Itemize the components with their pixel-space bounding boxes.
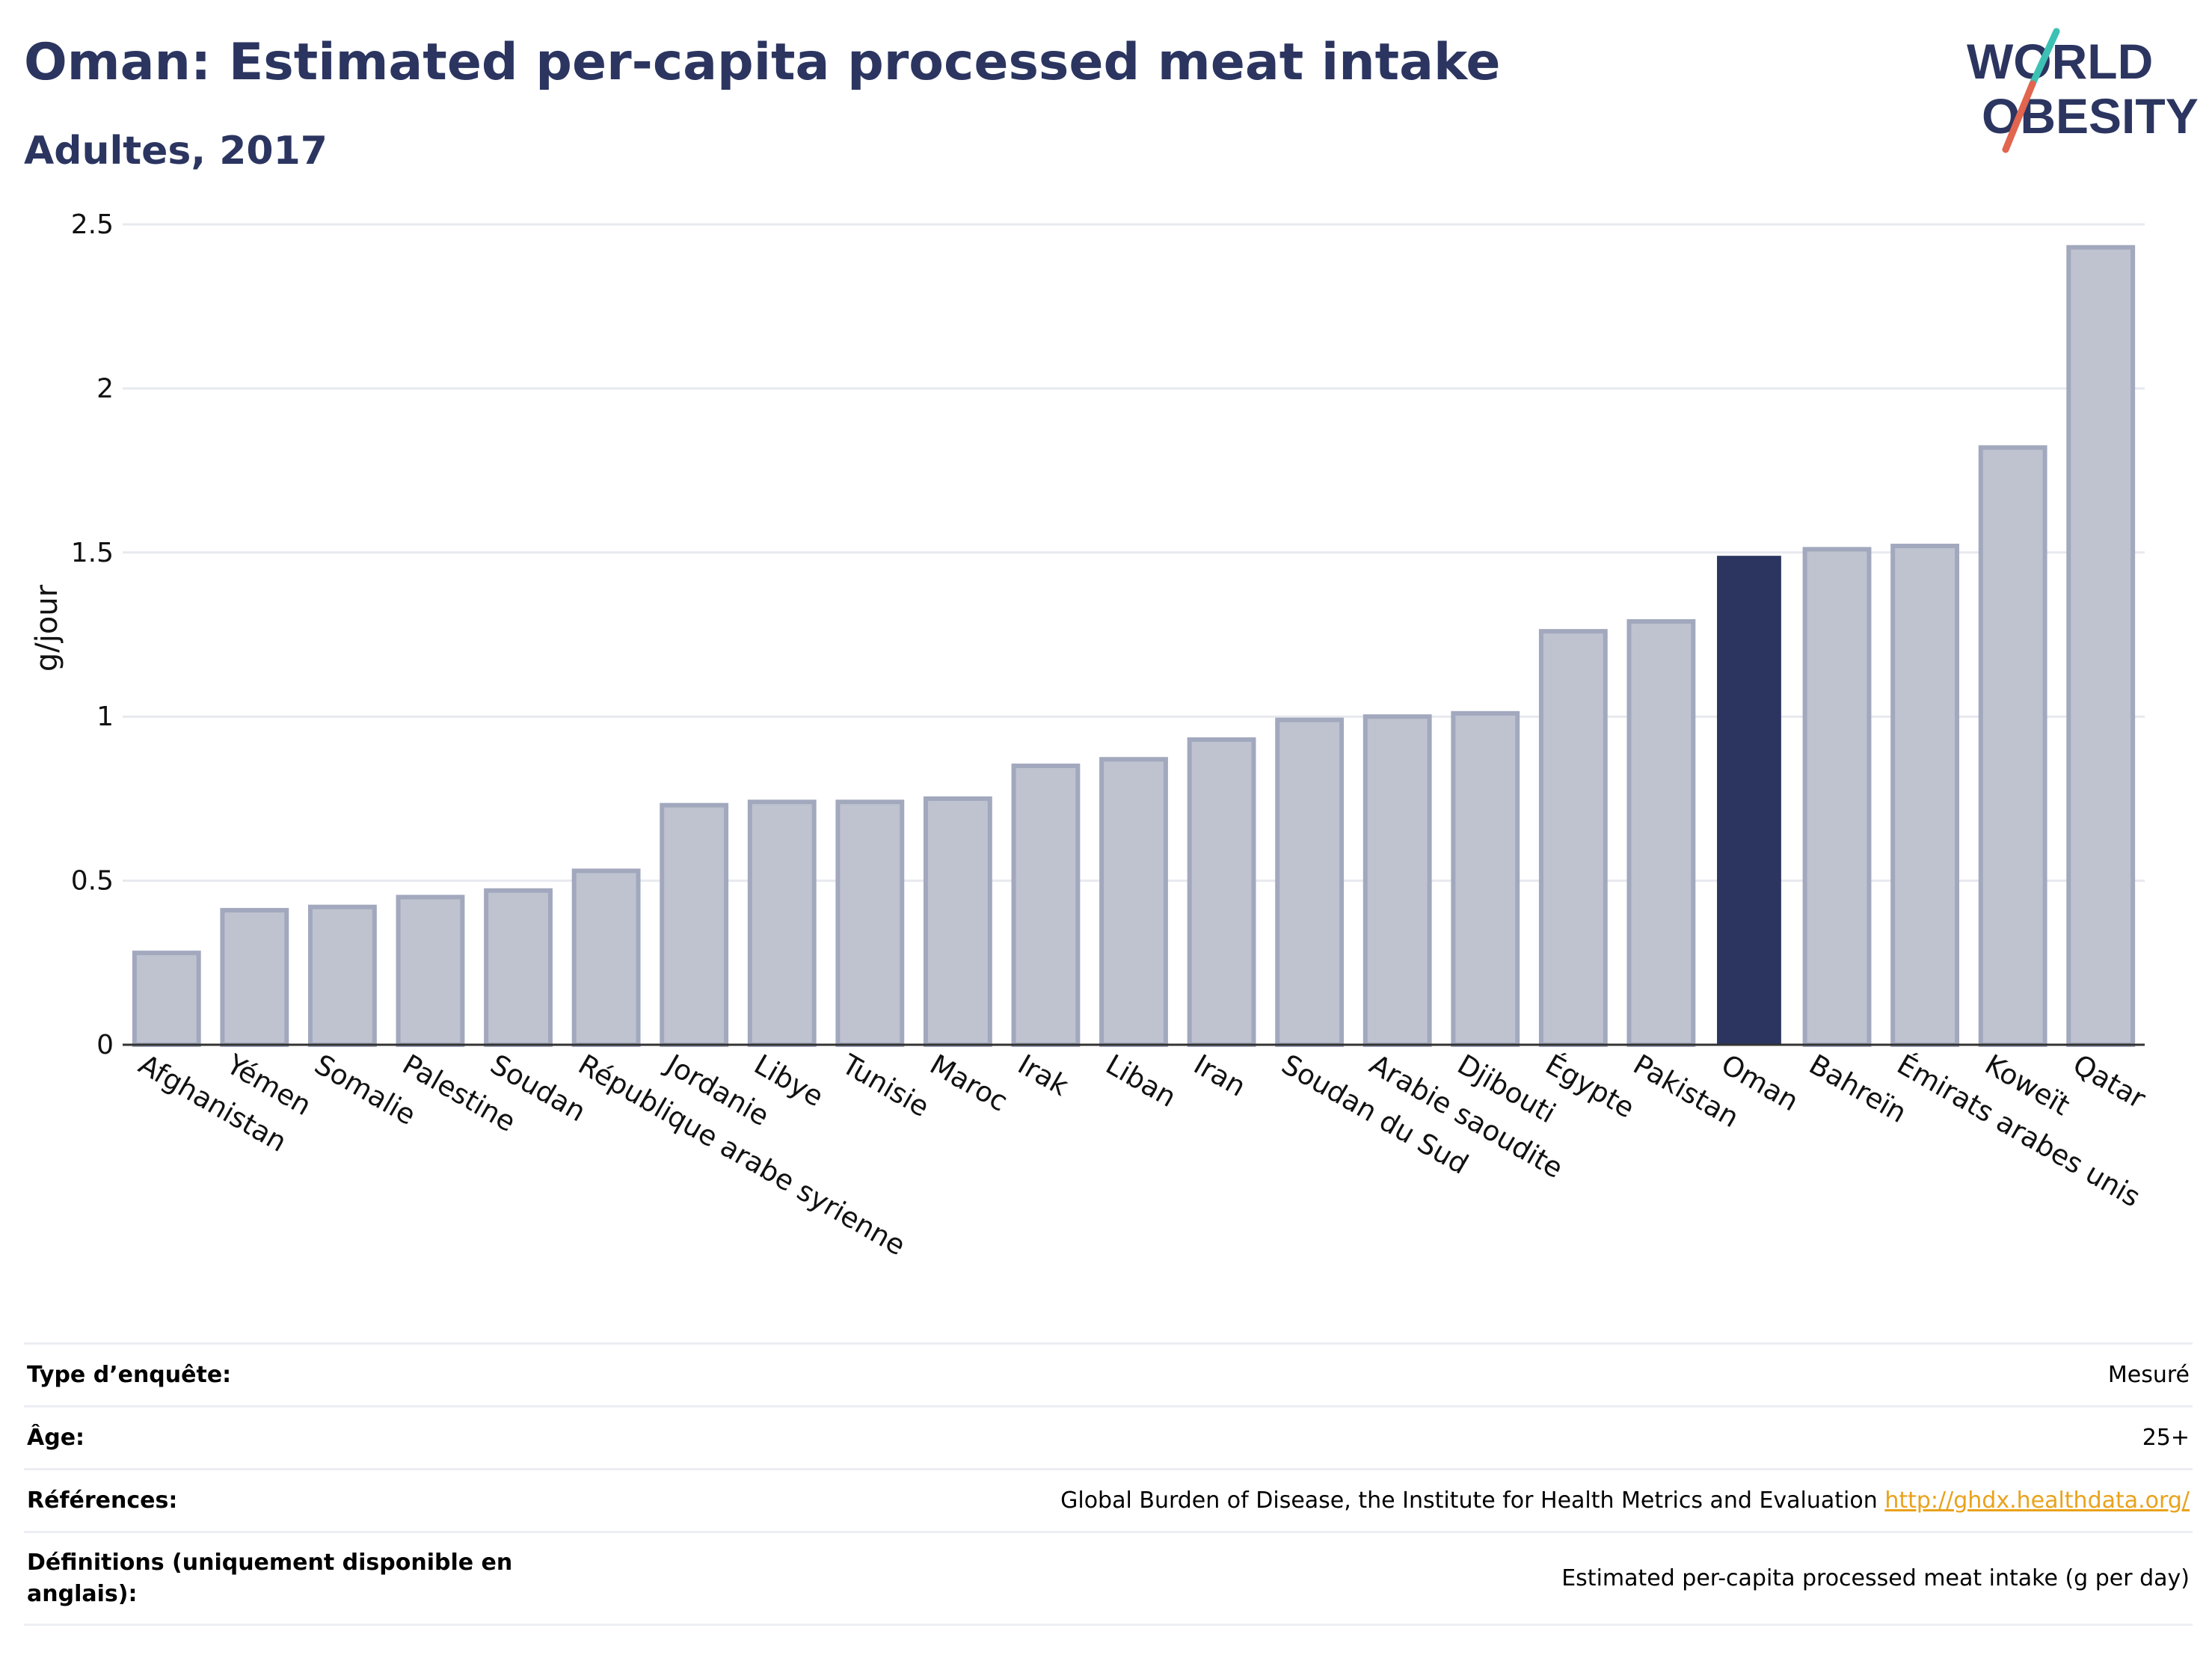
bar [484,888,553,1048]
meta-key-age: Âge: [27,1424,85,1451]
bar [220,908,289,1048]
y-axis-title: g/jour [30,584,64,672]
meta-row-survey-type: Type d’enquête: Mesuré [24,1343,2193,1407]
bar [1626,618,1696,1047]
logo-slash-teal [2029,28,2060,87]
meta-key-references: Références: [27,1487,178,1514]
bar [1890,544,1959,1047]
bars [132,245,2136,1048]
bar [1978,445,2047,1047]
bar [747,799,817,1047]
logo-word-world: WORLD [1967,34,2153,89]
x-tick-label: Somalie [309,1048,421,1132]
bar [923,796,992,1048]
bar [1187,737,1256,1048]
meta-key-definitions: Définitions (uniquement disponible en an… [27,1549,513,1607]
bar [1011,764,1081,1048]
y-tick-label: 2 [96,373,114,404]
bar [1099,757,1168,1048]
bar [132,951,201,1047]
bar [308,904,377,1047]
x-tick-label: Maroc [924,1048,1013,1118]
bar-highlighted [1717,556,1781,1045]
x-tick-label: Tunisie [836,1048,935,1123]
meta-row-age: Âge: 25+ [24,1406,2193,1470]
bar [571,868,641,1048]
meta-value-definitions: Estimated per-capita processed meat inta… [1561,1565,2190,1591]
x-tick-label: Iran [1188,1048,1251,1103]
x-tick-label: Bahreïn [1804,1048,1912,1129]
meta-row-definitions: Définitions (uniquement disponible en an… [24,1532,2193,1625]
meta-value-age: 25+ [2142,1425,2190,1451]
y-axis-ticks: 0 0.5 1 1.5 2 2.5 [71,209,114,1060]
meta-value-references: Global Burden of Disease, the Institute … [538,1470,2193,1532]
logo-slash-coral [2002,80,2036,153]
meta-value-survey-type: Mesuré [2107,1362,2190,1388]
chart-title: Oman: Estimated per-capita processed mea… [24,33,1501,92]
x-tick-label: Liban [1101,1048,1182,1114]
chart-subtitle: Adultes, 2017 [24,129,328,174]
bar [835,799,905,1047]
x-tick-label: Qatar [2068,1048,2151,1116]
y-tick-label: 0.5 [71,866,114,897]
bar [2066,245,2136,1048]
bar [660,802,729,1048]
y-tick-label: 2.5 [71,209,114,240]
x-tick-label: Afghanistan [133,1048,292,1158]
bar [1451,710,1520,1047]
bar-chart: 0 0.5 1 1.5 2 2.5 AfghanistanYémenSomaliePale… [30,209,2151,1262]
x-tick-label: Irak [1013,1048,1075,1103]
meta-row-references: Références: Global Burden of Disease, th… [24,1469,2193,1532]
reference-link[interactable]: http://ghdx.healthdata.org/ [1884,1487,2190,1514]
world-obesity-logo: WORLD OBESITY [1967,28,2199,153]
x-tick-label: Égypte [1540,1048,1640,1125]
y-tick-label: 1.5 [71,538,114,568]
meta-key-survey-type: Type d’enquête: [27,1361,232,1388]
bar [396,894,465,1048]
reference-source-text: Global Burden of Disease, the Institute … [1060,1487,1878,1514]
y-tick-label: 1 [96,701,114,732]
metadata-table: Type d’enquête: Mesuré Âge: 25+ Référenc… [24,1342,2193,1626]
y-tick-label: 0 [96,1030,114,1060]
bar [1362,714,1432,1047]
bar [1275,717,1345,1047]
bar [1538,629,1608,1047]
x-axis-category-labels: AfghanistanYémenSomaliePalestineSoudanRé… [133,1048,2151,1262]
bar [1802,547,1872,1047]
